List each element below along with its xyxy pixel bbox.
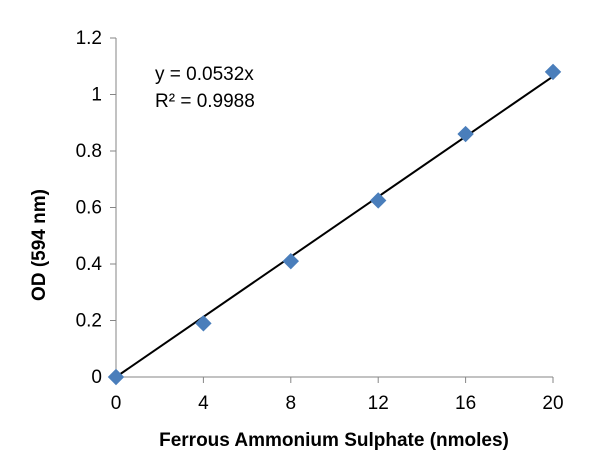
y-tick-label: 1.2 bbox=[76, 28, 102, 49]
y-tick-label: 0.2 bbox=[76, 311, 102, 332]
y-tick-label: 1 bbox=[91, 85, 102, 106]
data-point bbox=[544, 63, 562, 81]
x-axis-ticks: 0 4 8 12 16 20 bbox=[111, 377, 564, 414]
y-tick-label: 0.4 bbox=[76, 254, 103, 275]
axes bbox=[115, 38, 553, 378]
trendline-group bbox=[115, 75, 554, 378]
y-tick-label: 0.8 bbox=[76, 141, 102, 162]
data-points bbox=[107, 63, 562, 386]
x-tick-label: 4 bbox=[198, 393, 209, 414]
y-tick-label: 0 bbox=[91, 367, 102, 388]
data-point bbox=[195, 315, 212, 332]
x-tick-label: 20 bbox=[542, 393, 563, 414]
y-axis-ticks: 0 0.2 0.4 0.6 0.8 1 1.2 bbox=[76, 28, 116, 388]
x-tick-label: 0 bbox=[111, 393, 122, 414]
data-point bbox=[369, 192, 387, 209]
x-axis-title: Ferrous Ammonium Sulphate (nmoles) bbox=[159, 430, 509, 451]
equation-annotation: y = 0.0532x bbox=[155, 64, 254, 85]
data-point bbox=[282, 252, 300, 270]
trendline bbox=[115, 75, 554, 378]
y-tick-label: 0.6 bbox=[76, 198, 102, 219]
x-tick-label: 16 bbox=[455, 393, 476, 414]
x-tick-label: 8 bbox=[286, 393, 297, 414]
data-point bbox=[107, 368, 125, 386]
x-tick-label: 12 bbox=[368, 393, 389, 414]
y-axis-title: OD (594 nm) bbox=[29, 189, 50, 301]
data-point bbox=[457, 125, 474, 143]
r-squared-annotation: R² = 0.9988 bbox=[155, 91, 255, 112]
